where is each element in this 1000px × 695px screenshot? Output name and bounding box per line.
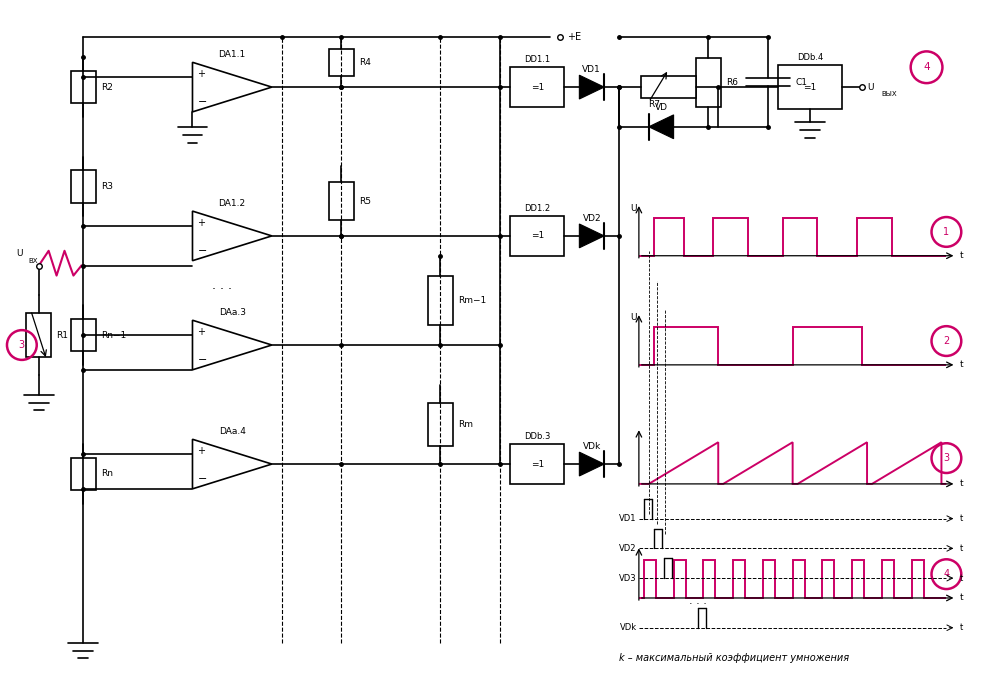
Text: t: t [959, 514, 963, 523]
Text: R1: R1 [57, 331, 69, 340]
Bar [71, 457, 96, 491]
Text: 2: 2 [943, 336, 950, 346]
Text: R4: R4 [359, 58, 371, 67]
Text: . . .: . . . [212, 279, 232, 292]
Text: VDk: VDk [583, 442, 601, 450]
Text: 4: 4 [943, 569, 949, 579]
Text: DDb.4: DDb.4 [797, 53, 823, 62]
Text: t: t [959, 361, 963, 369]
Text: Rn−1: Rn−1 [101, 331, 126, 340]
Text: +: + [197, 218, 205, 228]
Text: DD1.2: DD1.2 [524, 204, 550, 213]
Bar [641, 76, 696, 98]
Text: R2: R2 [101, 83, 113, 92]
Text: +: + [197, 70, 205, 79]
Text: Rm: Rm [458, 420, 473, 429]
Text: 4: 4 [923, 63, 930, 72]
Text: R3: R3 [101, 182, 113, 191]
Text: VDk: VDk [620, 623, 637, 632]
Text: VD3: VD3 [619, 573, 637, 582]
Text: ВХ: ВХ [29, 258, 38, 263]
Text: Rm−1: Rm−1 [458, 296, 487, 305]
Text: t: t [959, 544, 963, 553]
Text: k – максимальный коэффициент умножения: k – максимальный коэффициент умножения [619, 653, 849, 662]
Text: 3: 3 [943, 453, 949, 463]
Bar [510, 216, 564, 256]
Polygon shape [649, 115, 674, 139]
Text: +: + [197, 327, 205, 337]
Text: −: − [197, 474, 207, 484]
Polygon shape [579, 452, 604, 476]
Text: VD2: VD2 [619, 544, 637, 553]
Text: U: U [867, 83, 874, 92]
Text: R6: R6 [726, 78, 738, 87]
Text: DA1.2: DA1.2 [219, 199, 246, 208]
Text: VD2: VD2 [582, 213, 601, 222]
Text: . . .: . . . [689, 596, 707, 606]
Text: +E: +E [567, 33, 582, 42]
Text: DAa.3: DAa.3 [219, 309, 246, 317]
Text: DAa.4: DAa.4 [219, 427, 246, 436]
Bar [329, 49, 354, 76]
Text: =1: =1 [531, 459, 544, 468]
Text: U: U [631, 313, 637, 322]
Text: t: t [959, 480, 963, 489]
Bar [428, 276, 453, 325]
Text: −: − [197, 246, 207, 256]
Text: +: + [197, 446, 205, 456]
Text: VD1: VD1 [619, 514, 637, 523]
Bar [510, 444, 564, 484]
Text: VD: VD [655, 104, 668, 113]
Text: −: − [197, 355, 207, 365]
Text: =1: =1 [531, 231, 544, 240]
Text: −: − [197, 97, 207, 107]
Text: =1: =1 [531, 83, 544, 92]
Text: t: t [959, 623, 963, 632]
Text: Rn: Rn [101, 470, 113, 478]
Text: ВЫХ: ВЫХ [881, 91, 897, 97]
Text: 1: 1 [943, 227, 949, 237]
Text: R7: R7 [648, 101, 660, 109]
Text: DDb.3: DDb.3 [524, 432, 550, 441]
Bar [71, 319, 96, 352]
Text: t: t [959, 251, 963, 260]
Text: R5: R5 [359, 197, 371, 206]
Text: DA1.1: DA1.1 [219, 50, 246, 59]
Text: U: U [16, 250, 22, 259]
Text: DD1.1: DD1.1 [524, 56, 550, 64]
Bar [696, 58, 721, 107]
Polygon shape [192, 320, 272, 370]
Text: C1: C1 [796, 78, 808, 87]
Polygon shape [192, 63, 272, 112]
Text: VD1: VD1 [582, 65, 601, 74]
Polygon shape [579, 75, 604, 99]
Bar [71, 170, 96, 203]
Polygon shape [192, 439, 272, 489]
Text: 3: 3 [19, 340, 25, 350]
Text: t: t [959, 594, 963, 603]
Text: t: t [959, 573, 963, 582]
Text: U: U [631, 204, 637, 213]
Polygon shape [192, 211, 272, 261]
Bar [778, 65, 842, 109]
Bar [71, 71, 96, 104]
Text: =1: =1 [803, 83, 817, 92]
Bar [510, 67, 564, 107]
Bar [329, 182, 354, 220]
Bar [428, 402, 453, 446]
Bar [26, 313, 51, 357]
Polygon shape [579, 224, 604, 248]
